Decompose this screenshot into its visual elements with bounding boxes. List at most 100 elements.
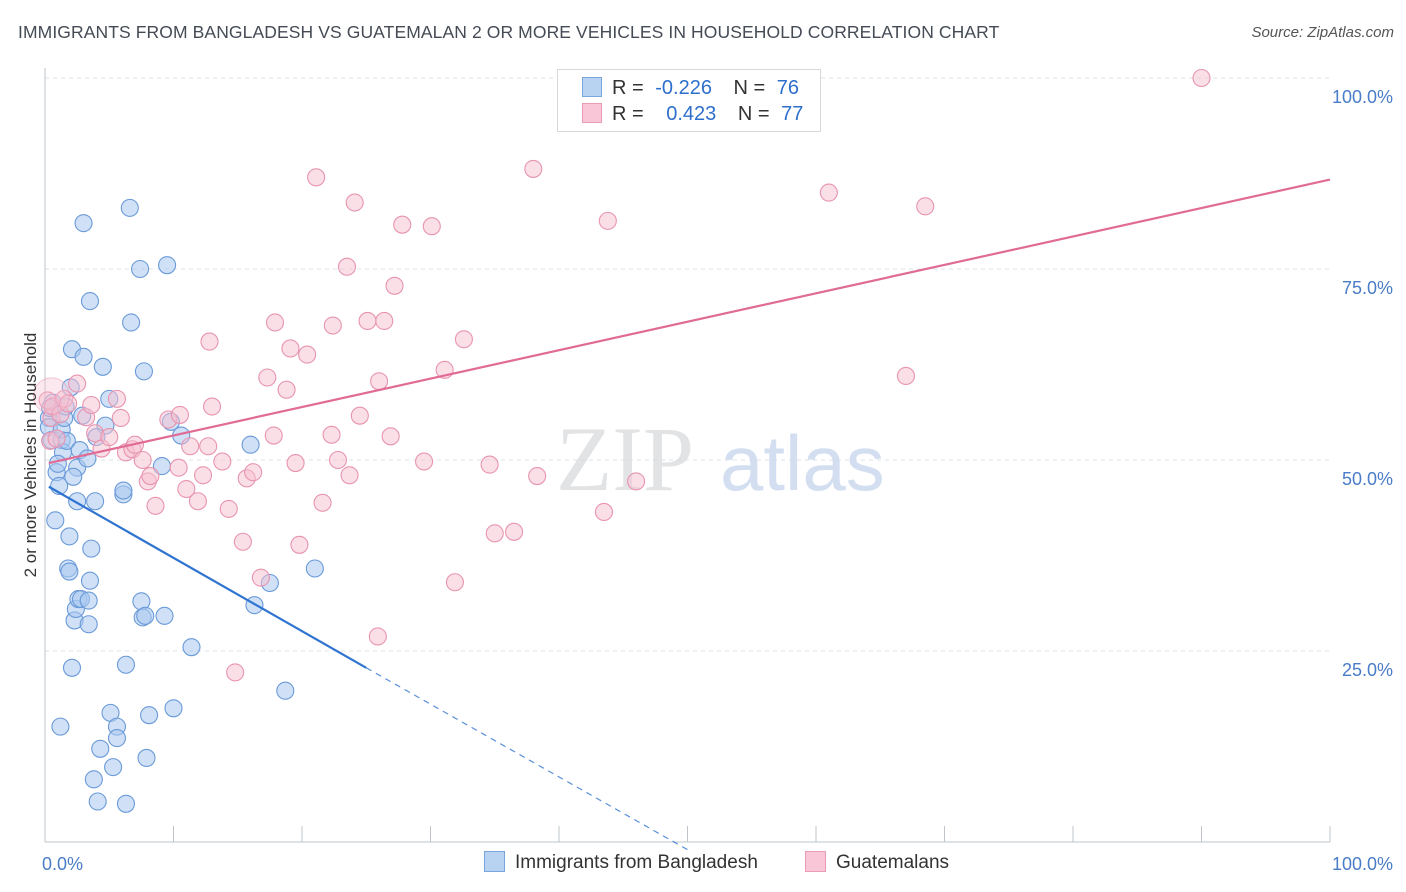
guatemalans-point [819,183,838,202]
bangladesh-point [134,362,153,381]
guatemalans-point [47,429,66,448]
correlation-legend: R = -0.226 N = 76 R = 0.423 N = 77 [557,69,821,132]
guatemalans-point [188,492,207,511]
bottom-legend-swatch-pink [805,851,826,872]
guatemalans-point [219,499,238,518]
guatemalans-point [594,502,614,522]
bangladesh-point [140,706,159,725]
guatemalans-point [445,573,464,592]
x-tick-label: 100.0% [1332,854,1393,874]
legend-r-label: R = [612,103,644,125]
guatemalans-point [528,466,547,486]
bangladesh-point [88,792,107,811]
guatemalans-point [340,466,359,485]
y-axis-title: 2 or more Vehicles in Household [21,333,40,578]
guatemalans-point [177,479,196,499]
guatemalans-point [381,427,400,446]
bangladesh-point [46,511,65,530]
guatemalans-point [375,311,394,331]
guatemalans-point [194,466,213,485]
y-tick-label: 75.0% [1342,278,1393,298]
bangladesh-point [79,615,98,634]
bangladesh-point [91,739,110,758]
guatemalans-point [328,450,348,470]
legend-row-guatemalans: R = 0.423 N = 77 [582,103,803,127]
guatemalans-point [226,663,245,682]
bangladesh-point [84,770,103,789]
bangladesh-trendline [48,485,367,669]
guatemalans-point [524,159,543,178]
guatemalans-point [393,215,412,234]
bangladesh-point [182,638,201,657]
bangladesh-point [48,454,67,473]
legend-swatch-pink [582,103,602,123]
guatemalans-point [323,316,342,335]
guatemalans-point [313,493,332,512]
grid-lines [45,77,1330,652]
guatemalans-point [199,437,218,456]
y-tick-label: 100.0% [1332,87,1393,107]
legend-swatch-blue [582,77,602,97]
guatemalans-point [322,425,341,444]
bangladesh-point [122,313,141,332]
guatemalans-point [277,380,296,399]
legend-row-bangladesh: R = -0.226 N = 76 [582,77,799,101]
guatemalans-point [68,374,87,393]
guatemalans-point [213,452,232,471]
bangladesh-point [93,357,112,376]
legend-r-value: 0.423 [666,103,717,125]
trendlines [48,178,1331,851]
bangladesh-point [136,606,155,625]
bottom-legend-guatemalans: Guatemalans [805,851,949,874]
bangladesh-point [120,198,139,217]
bangladesh-point [276,681,295,700]
bangladesh-point [305,559,324,578]
bangladesh-point [131,259,150,279]
bangladesh-point [82,539,101,558]
bangladesh-point [64,467,83,486]
guatemalans-point [286,454,305,473]
bottom-legend-swatch-blue [484,851,505,872]
bangladesh-point [62,658,82,677]
legend-r-label: R = [612,77,644,99]
guatemalans-point [146,496,165,515]
axes [44,68,1331,843]
guatemalans-point [290,535,309,554]
guatemalans-point [385,276,404,295]
bangladesh-point [107,729,127,748]
guatemalans-trendline [48,178,1331,465]
guatemalans-point [415,452,434,471]
watermark-atlas: atlas [720,419,885,507]
guatemalans-point [368,627,387,646]
bottom-legend-label: Guatemalans [836,852,950,873]
guatemalans-point [82,395,101,415]
guatemalans-point [370,372,389,391]
bangladesh-point [80,292,100,311]
guatemalans-point [337,257,357,276]
guatemalans-point [345,193,364,212]
guatemalans-point [133,450,152,470]
guatemalans-point [170,405,189,424]
watermark-zip: ZIP [556,408,694,510]
guatemalans-point [107,389,127,408]
legend-n-value: 77 [781,103,804,125]
bangladesh-point [116,655,136,674]
y-tick-label: 25.0% [1342,660,1393,680]
x-tick-label: 0.0% [42,854,83,874]
legend-n-value: 76 [776,77,800,99]
y-tick-label: 50.0% [1342,469,1393,489]
guatemalans-point-large [32,377,70,415]
guatemalans-point [203,397,222,416]
guatemalans-point [358,311,377,331]
bottom-legend-label: Immigrants from Bangladesh [515,852,758,873]
bangladesh-trendline-extension [365,667,688,851]
source-label: Source: ZipAtlas.com [1251,24,1394,41]
guatemalans-point [916,197,935,216]
bangladesh-point [116,794,136,813]
bangladesh-point [80,571,100,590]
guatemalans-point [298,345,317,364]
bangladesh-point [60,527,79,546]
legend-r-value: -0.226 [655,77,712,99]
guatemalans-point [265,313,285,332]
